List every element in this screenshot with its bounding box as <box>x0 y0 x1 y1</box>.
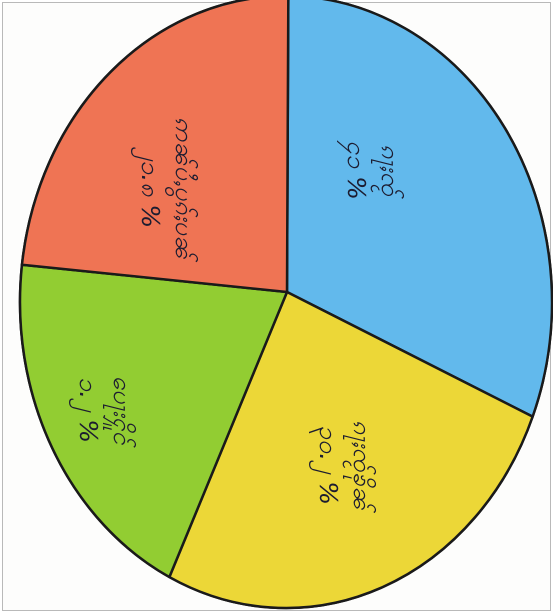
pie-slice-3 <box>18 263 289 579</box>
slice-label-1: ၵႃႈၸႂ်၄၁ % <box>337 140 405 200</box>
pie-slice-2 <box>168 290 534 610</box>
pie-slice-1 <box>285 0 553 418</box>
slice-label-3: ပေႃးႁိူင်၁.၂ % <box>69 376 137 449</box>
slice-label-4: ဢၼ်ပႆႇပွၵ်ႈပၼ်၂၁.၈ % <box>131 117 199 263</box>
slice-label-2: ၵႃႈၸႂ်ၶိုၼ်၃၀.၂ % <box>309 420 377 514</box>
pie-slice-4 <box>20 0 290 294</box>
